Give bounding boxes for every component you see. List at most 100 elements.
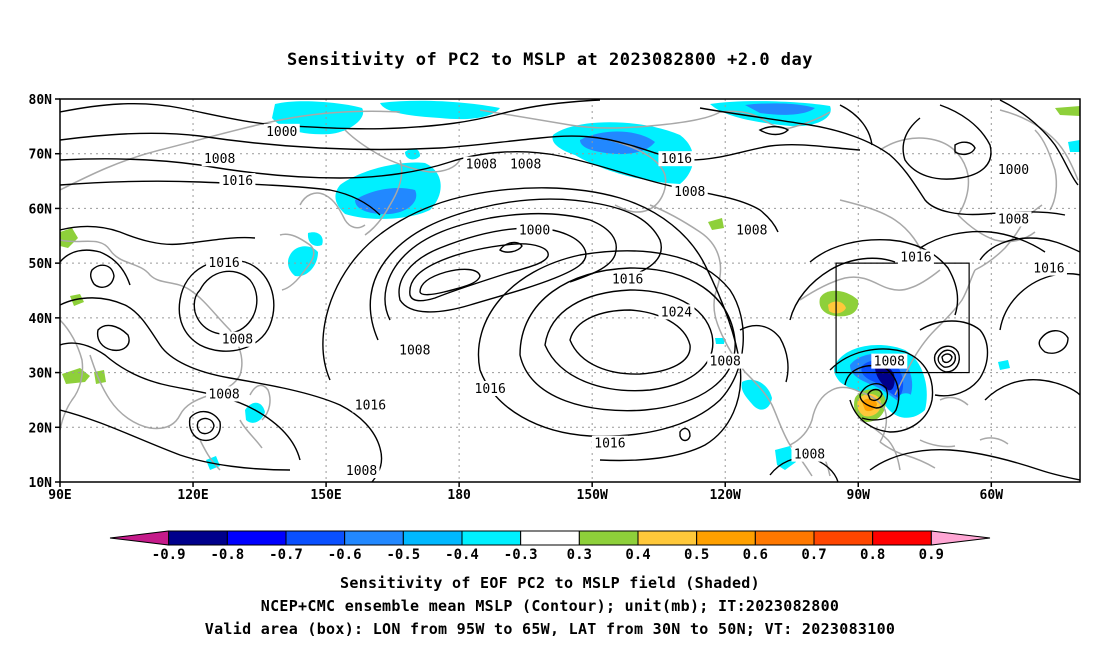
colorbar-label: 0.4 [625, 547, 650, 563]
contour-label: 1008 [794, 448, 825, 463]
colorbar-segment [168, 530, 228, 546]
lat-tick-label: 20N [29, 421, 53, 436]
lat-tick-label: 70N [29, 148, 53, 163]
colorbar-segment [520, 530, 580, 546]
colorbar: -0.9 -0.8 -0.7 -0.6 -0.5 -0.4 -0.3 0.3 0.4 0.5 0.6… [109, 530, 991, 563]
shade-indochina-green [62, 368, 90, 384]
colorbar-segment [637, 530, 698, 546]
contour-label: 1016 [612, 273, 643, 288]
contour-label-bg [219, 173, 256, 189]
shade-atl-cyan [998, 360, 1010, 370]
colorbar-segment [402, 530, 463, 546]
colorbar-label: 0.6 [743, 547, 768, 563]
latitude-labels: 80N 70N 60N 50N 40N 30N 20N 10N [29, 93, 60, 491]
contour-label-bg [472, 380, 509, 396]
contour-label-bg [609, 271, 646, 287]
contour-label: 1016 [1033, 262, 1064, 277]
contour-label-bg [995, 162, 1032, 178]
colorbar-segment [285, 530, 346, 546]
contour-label: 1000 [519, 223, 550, 238]
colorbar-label: 0.7 [801, 547, 826, 563]
contour-label-bg [591, 435, 628, 451]
colorbar-segment [461, 530, 522, 546]
page-title: Sensitivity of PC2 to MSLP at 2023082800… [286, 50, 813, 70]
coastlines [60, 109, 1079, 477]
colorbar-label: -0.5 [386, 547, 420, 563]
colorbar-label: 0.8 [860, 547, 885, 563]
shade-us-orange [828, 301, 846, 314]
contour-label: 1016 [594, 437, 625, 452]
contour-label-bg [791, 446, 828, 462]
contour-label: 1016 [355, 398, 386, 413]
colorbar-label: -0.7 [269, 547, 303, 563]
contour-label-bg [206, 386, 243, 402]
colorbar-segment [109, 530, 170, 546]
contour-label-bg [671, 184, 708, 200]
contour-label: 1008 [874, 355, 905, 370]
lon-tick-label: 90W [847, 488, 871, 503]
contour-label: 1008 [208, 387, 239, 402]
lon-tick-label: 60W [980, 488, 1004, 503]
contour-label: 1008 [222, 333, 253, 348]
contour-label-bg [507, 156, 544, 172]
contour-label-bg [343, 463, 380, 479]
shade-arctic-east-core [745, 103, 815, 115]
colorbar-segment [344, 530, 404, 546]
contour-label: 1016 [661, 152, 692, 167]
contour-label: 1000 [998, 163, 1029, 178]
contour-label: 1008 [399, 344, 430, 359]
contour-label-bg [733, 222, 770, 238]
colorbar-segment [930, 530, 991, 546]
contour-label: 1016 [208, 256, 239, 271]
colorbar-label: -0.8 [210, 547, 244, 563]
contour-label-bg [352, 397, 389, 413]
contour-label: 1016 [222, 174, 253, 189]
shade-japan-2 [307, 232, 323, 246]
contour-label: 1008 [674, 185, 705, 200]
sensitivity-shading [60, 100, 1080, 470]
shade-mexico [741, 379, 772, 410]
colorbar-segment [226, 530, 287, 546]
map-gridlines [60, 99, 1080, 482]
shade-arctic-west-2 [380, 100, 500, 120]
contour-label: 1008 [346, 464, 377, 479]
lat-tick-label: 40N [29, 312, 53, 327]
shade-okhotsk-north [405, 148, 420, 160]
contour-label: 1008 [736, 223, 767, 238]
contour-label-bg [219, 331, 256, 347]
colorbar-label: 0.5 [684, 547, 709, 563]
contour-label: 1016 [900, 251, 931, 266]
contour-label: 1024 [661, 305, 692, 320]
shade-india-green [70, 294, 84, 306]
contour-label-bg [658, 304, 695, 320]
caption-shading: Sensitivity of EOF PC2 to MSLP field (Sh… [340, 574, 760, 592]
shade-alaska-green [1055, 106, 1080, 116]
contour-label-bg [897, 249, 934, 265]
map-frame [59, 98, 1081, 483]
contour-label-bg [1030, 260, 1067, 276]
lon-tick-label: 120W [710, 488, 741, 503]
contour-label-bg [463, 156, 500, 172]
contour-labels: 1000 1008 1016 1008 1008 1016 1008 1008 1000 1008… [201, 123, 1067, 479]
lon-tick-label: 120E [177, 488, 208, 503]
contour-label: 1008 [204, 152, 235, 167]
contour-label: 1008 [466, 158, 497, 173]
lat-tick-label: 50N [29, 257, 53, 272]
colorbar-segment [578, 530, 639, 546]
shade-china-green [60, 228, 78, 248]
colorbar-segment [813, 530, 874, 546]
colorbar-label: -0.6 [328, 547, 362, 563]
contour-label: 1008 [510, 158, 541, 173]
colorbar-label: 0.9 [919, 547, 944, 563]
lon-tick-label: 150E [310, 488, 341, 503]
shade-central-am [775, 446, 796, 470]
contour-label-bg [516, 222, 553, 238]
contour-label-bg [707, 353, 744, 369]
contour-label: 1008 [998, 212, 1029, 227]
caption-contour: NCEP+CMC ensemble mean MSLP (Contour); u… [260, 597, 840, 615]
lat-tick-label: 10N [29, 476, 53, 491]
contour-label-bg [206, 255, 243, 271]
shade-atl-cyan-2 [1068, 140, 1080, 152]
colorbar-label: 0.3 [567, 547, 592, 563]
